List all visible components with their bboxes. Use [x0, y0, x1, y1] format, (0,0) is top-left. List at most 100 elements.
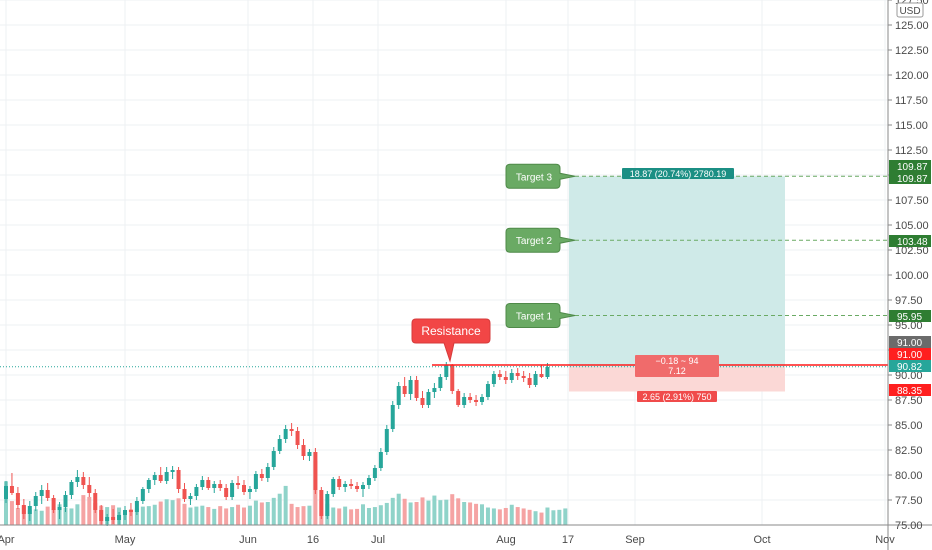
candle-body[interactable]	[444, 365, 449, 377]
candle-body[interactable]	[289, 429, 294, 431]
candle-body[interactable]	[247, 489, 252, 492]
candle-body[interactable]	[21, 505, 26, 514]
candle-body[interactable]	[462, 397, 467, 405]
candle-body[interactable]	[93, 493, 98, 510]
candle-body[interactable]	[152, 475, 157, 480]
candle-body[interactable]	[468, 397, 473, 400]
candle-body[interactable]	[349, 484, 354, 486]
candle-body[interactable]	[230, 483, 235, 497]
candle-body[interactable]	[545, 367, 550, 377]
candle-body[interactable]	[426, 392, 431, 405]
candle-body[interactable]	[480, 397, 484, 402]
candle-body[interactable]	[361, 485, 365, 489]
candle-body[interactable]	[485, 384, 490, 397]
candle-body[interactable]	[331, 479, 336, 494]
candle-body[interactable]	[343, 484, 348, 487]
candle-body[interactable]	[396, 386, 401, 405]
candle-body[interactable]	[170, 470, 175, 472]
candle-body[interactable]	[497, 374, 502, 377]
candle-body[interactable]	[164, 472, 169, 481]
candle-body[interactable]	[355, 486, 360, 489]
candle-body[interactable]	[200, 480, 205, 487]
candle-body[interactable]	[63, 495, 68, 507]
candle-body[interactable]	[456, 391, 461, 405]
candle-body[interactable]	[69, 482, 74, 495]
candle-body[interactable]	[134, 501, 139, 512]
candle-body[interactable]	[265, 467, 270, 478]
currency-badge[interactable]: USD	[896, 2, 924, 18]
candle-body[interactable]	[194, 487, 199, 496]
candle-body[interactable]	[111, 517, 116, 520]
candle-body[interactable]	[408, 380, 413, 394]
candle-body[interactable]	[188, 496, 193, 499]
candle-body[interactable]	[301, 445, 306, 456]
candle-body[interactable]	[33, 496, 38, 506]
candle-body[interactable]	[128, 510, 133, 512]
candle-body[interactable]	[253, 474, 258, 489]
candle-body[interactable]	[366, 478, 371, 485]
candle-body[interactable]	[402, 386, 407, 394]
candle-body[interactable]	[337, 479, 342, 487]
candle-body[interactable]	[414, 380, 419, 398]
candle-body[interactable]	[384, 429, 389, 452]
candle-body[interactable]	[450, 365, 455, 391]
candle-body[interactable]	[271, 451, 276, 467]
candle-body[interactable]	[491, 374, 496, 384]
candle-body[interactable]	[206, 480, 211, 488]
candle-body[interactable]	[236, 483, 241, 485]
candle-body[interactable]	[474, 400, 479, 402]
candle-body[interactable]	[176, 470, 181, 489]
candle-body[interactable]	[212, 484, 217, 488]
candle-body[interactable]	[15, 493, 20, 505]
target-callout[interactable]: Target 3	[505, 163, 576, 189]
candle-body[interactable]	[242, 485, 246, 492]
candle-body[interactable]	[224, 488, 229, 497]
candle-body[interactable]	[81, 477, 86, 485]
candle-body[interactable]	[117, 515, 122, 520]
candlesticks[interactable]	[4, 362, 550, 526]
candle-body[interactable]	[533, 374, 538, 385]
candle-body[interactable]	[307, 452, 312, 456]
candle-body[interactable]	[182, 489, 187, 499]
candle-body[interactable]	[218, 484, 223, 488]
candle-body[interactable]	[521, 376, 526, 378]
candle-body[interactable]	[4, 486, 8, 499]
candle-body[interactable]	[539, 374, 544, 377]
candle-body[interactable]	[87, 485, 92, 493]
candle-body[interactable]	[51, 498, 56, 510]
candle-body[interactable]	[57, 507, 62, 510]
candle-body[interactable]	[146, 480, 151, 489]
candle-body[interactable]	[432, 388, 437, 392]
candle-body[interactable]	[9, 486, 14, 493]
candle-body[interactable]	[319, 490, 324, 516]
candle-body[interactable]	[105, 517, 110, 521]
candle-body[interactable]	[420, 398, 425, 405]
candle-body[interactable]	[325, 494, 330, 516]
candle-body[interactable]	[503, 377, 508, 380]
candle-body[interactable]	[39, 490, 44, 496]
candle-body[interactable]	[140, 489, 145, 501]
candle-body[interactable]	[123, 510, 127, 515]
candle-body[interactable]	[259, 474, 264, 478]
candle-body[interactable]	[372, 468, 377, 478]
target-callout[interactable]: Target 2	[505, 227, 576, 253]
callouts[interactable]: Target 1 Target 2 Target 3 Resistance 18.87 …	[411, 163, 734, 402]
candle-body[interactable]	[283, 429, 288, 439]
candle-body[interactable]	[158, 475, 163, 481]
candle-body[interactable]	[45, 490, 50, 498]
candle-body[interactable]	[313, 452, 318, 490]
candle-body[interactable]	[295, 431, 300, 445]
resistance-callout[interactable]: Resistance	[411, 318, 491, 363]
candle-body[interactable]	[75, 477, 80, 482]
candle-body[interactable]	[515, 373, 520, 376]
candle-body[interactable]	[277, 439, 282, 451]
candle-body[interactable]	[390, 405, 395, 429]
candle-body[interactable]	[527, 378, 532, 385]
candle-body[interactable]	[509, 373, 514, 380]
candle-body[interactable]	[27, 506, 32, 514]
candle-body[interactable]	[99, 510, 104, 521]
candle-body[interactable]	[438, 377, 443, 388]
candle-body[interactable]	[378, 452, 383, 468]
